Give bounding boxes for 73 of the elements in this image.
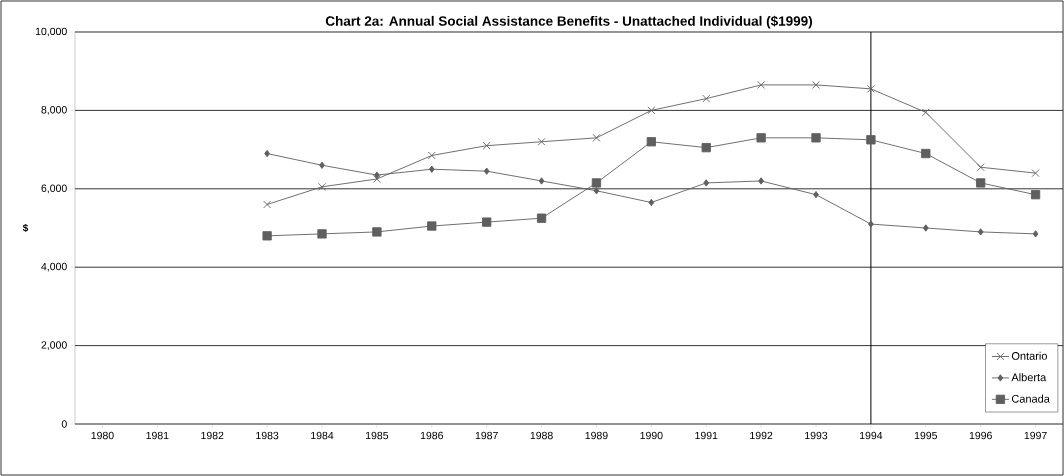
point <box>812 80 820 89</box>
point <box>647 106 656 115</box>
point <box>536 213 547 223</box>
y-tick-label: 6,000 <box>41 184 67 194</box>
x-tick-label: 1992 <box>750 431 773 440</box>
y-tick-label: 10,000 <box>35 27 67 37</box>
point <box>976 178 986 188</box>
legend-label: Alberta <box>1011 373 1047 382</box>
point <box>976 163 985 172</box>
point <box>703 179 710 187</box>
point <box>538 177 545 185</box>
point <box>811 133 821 143</box>
point <box>866 84 875 93</box>
point <box>317 229 327 239</box>
point <box>263 200 272 209</box>
point <box>702 94 711 103</box>
y-tick-label: 0 <box>61 420 67 428</box>
point <box>868 220 874 228</box>
y-tick-label: 8,000 <box>41 106 67 115</box>
x-tick-label: 1985 <box>366 431 389 440</box>
x-tick-label: 1995 <box>914 431 938 440</box>
point <box>318 182 326 191</box>
x-tick-label: 1993 <box>805 431 828 440</box>
x-tick-label: 1980 <box>91 431 114 440</box>
point <box>921 108 930 117</box>
legend-label: Canada <box>1011 394 1050 403</box>
point <box>921 148 931 159</box>
point <box>374 171 380 179</box>
point <box>1031 169 1040 178</box>
y-tick-label: 4,000 <box>41 262 67 272</box>
point <box>758 177 764 185</box>
point <box>319 161 325 169</box>
x-tick-label: 1996 <box>969 431 992 440</box>
point <box>756 133 766 143</box>
point <box>592 133 601 142</box>
point <box>427 151 436 160</box>
x-tick-label: 1986 <box>420 431 443 440</box>
x-tick-label: 1981 <box>146 431 169 440</box>
x-tick-label: 1997 <box>1024 431 1047 440</box>
x-tick-label: 1994 <box>860 431 883 440</box>
x-tick-label: 1983 <box>256 431 279 440</box>
x-tick-label: 1990 <box>640 431 663 440</box>
point <box>482 141 491 150</box>
y-tick-label: 2,000 <box>41 341 67 350</box>
point <box>427 221 437 231</box>
x-tick-label: 1988 <box>530 431 553 440</box>
point <box>372 227 382 237</box>
point <box>482 217 492 227</box>
x-tick-label: 1989 <box>585 431 608 440</box>
y-axis-title: $ <box>22 223 29 233</box>
chart-title: Chart 2a: Annual Social Assistance Benefits - Unattached Individual ($1999) <box>325 15 813 29</box>
x-tick-label: 1984 <box>311 431 334 440</box>
point <box>262 231 272 241</box>
point <box>372 175 381 183</box>
point <box>537 137 546 146</box>
x-tick-label: 1982 <box>201 431 224 440</box>
point <box>977 228 984 236</box>
x-tick-label: 1987 <box>475 431 498 440</box>
point <box>648 198 655 207</box>
legend-label: Ontario <box>1011 351 1047 360</box>
point <box>1032 230 1039 238</box>
point <box>866 135 876 145</box>
point <box>757 80 766 89</box>
point <box>701 143 711 153</box>
point <box>593 187 600 195</box>
point <box>813 191 819 199</box>
point <box>591 178 602 188</box>
point <box>922 224 929 232</box>
x-tick-label: 1991 <box>695 431 718 440</box>
point <box>646 137 656 147</box>
point <box>1030 190 1041 200</box>
point <box>483 167 490 175</box>
point <box>428 165 435 173</box>
